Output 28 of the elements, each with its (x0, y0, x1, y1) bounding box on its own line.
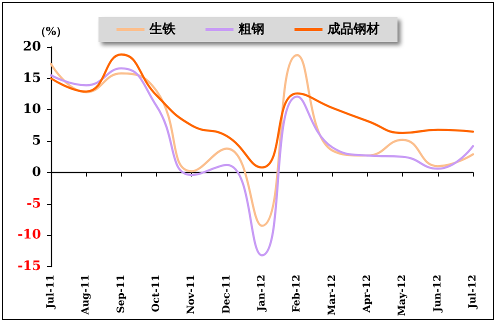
legend-label: 生铁 (148, 22, 176, 37)
legend-label: 成品钢材 (326, 22, 380, 37)
y-tick-label: -15 (18, 259, 41, 274)
x-tick-label: Nov-11 (186, 274, 198, 314)
y-tick-label: 5 (32, 134, 41, 149)
x-tick-label: Jul-11 (46, 274, 56, 310)
x-tick-label: Dec-11 (221, 274, 232, 314)
line-series (50, 67, 474, 256)
x-tick-label: Aug-11 (80, 274, 92, 316)
y-tick-label: -10 (18, 228, 41, 243)
x-tick-label: Sep-11 (116, 274, 127, 314)
y-tick-label: 0 (32, 164, 41, 180)
y-tick-label: 15 (22, 70, 41, 86)
y-tick-label: 10 (22, 102, 41, 118)
x-tick-label: Feb-12 (292, 274, 303, 313)
line-series (50, 53, 474, 169)
y-tick-label: -5 (26, 196, 41, 212)
x-tick-label: Jul-12 (468, 274, 478, 310)
x-tick-label: May-12 (397, 274, 408, 316)
x-tick-label: Jan-12 (256, 274, 268, 312)
y-tick-label: 20 (22, 40, 41, 54)
x-tick-label: Apr-12 (362, 274, 373, 314)
line-series (50, 54, 474, 227)
legend-label: 粗钢 (238, 22, 264, 37)
y-axis-title: （%） (34, 25, 68, 38)
x-tick-label: Jun-12 (432, 274, 444, 313)
x-tick-label: Mar-12 (326, 274, 338, 316)
x-tick-label: Oct-11 (151, 274, 162, 312)
